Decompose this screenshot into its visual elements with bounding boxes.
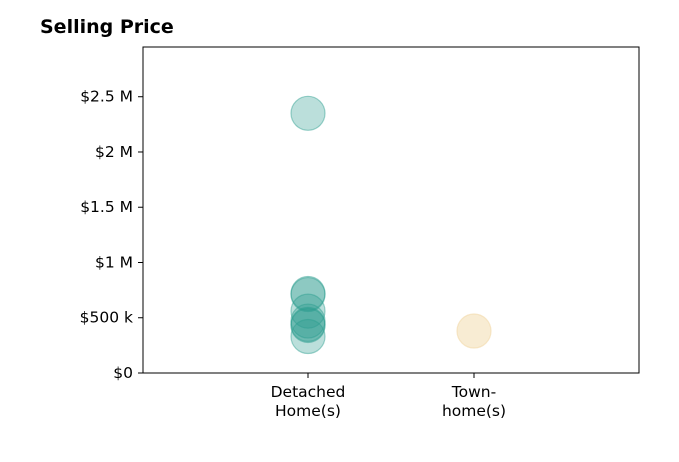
y-tick-label: $2.5 M [80, 88, 133, 106]
y-tick-label: $2 M [95, 143, 133, 161]
y-tick-label: $1 M [95, 253, 133, 271]
scatter-point [290, 276, 326, 313]
y-tick-label: $1.5 M [80, 198, 133, 216]
data-points [290, 95, 492, 355]
scatter-point [290, 95, 326, 131]
scatter-point [290, 275, 326, 312]
x-tick-label: Detached Home(s) [271, 383, 346, 420]
scatter-point [456, 313, 492, 349]
y-axis: $0 $500 k $1 M $1.5 M $2 M $2.5 M [80, 88, 143, 382]
x-tick-label: Town-home(s) [442, 383, 506, 420]
scatter-point [290, 293, 326, 329]
x-axis: Detached Home(s) Town-home(s) [271, 373, 506, 420]
scatter-point [290, 303, 326, 339]
scatter-point [290, 307, 326, 344]
chart-title: Selling Price [40, 16, 174, 38]
scatter-point [290, 306, 326, 342]
y-tick-label: $0 [113, 364, 133, 382]
scatter-point [290, 318, 326, 355]
plot-frame [142, 46, 640, 374]
y-tick-label: $500 k [80, 309, 133, 327]
